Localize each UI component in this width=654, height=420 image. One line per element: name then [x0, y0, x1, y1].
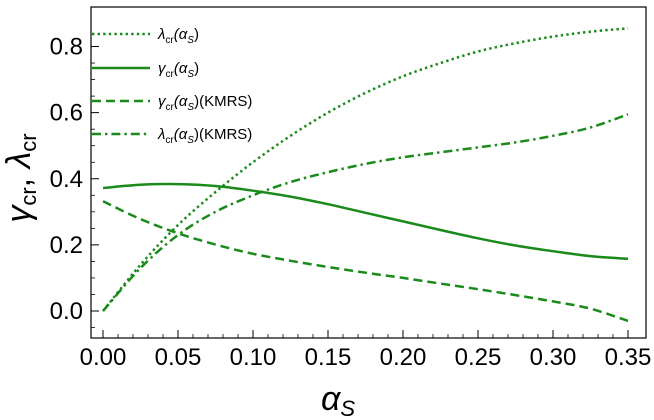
x-tick-label: 0.15 — [305, 344, 352, 371]
x-tick-label: 0.20 — [380, 344, 427, 371]
legend-label-3: γcr(αS)(KMRS) — [158, 93, 252, 113]
legend-label-4: λcr(αS)(KMRS) — [157, 126, 252, 146]
x-tick-label: 0.30 — [530, 344, 577, 371]
series-layer — [102, 27, 629, 323]
series-line-3 — [102, 200, 629, 323]
y-tick-label: 0.0 — [50, 298, 83, 325]
y-tick-label: 0.8 — [50, 34, 83, 61]
legend: λcr(αS) γcr(αS) γcr(αS)(KMRS) λcr(αS)(KMRS) — [92, 26, 252, 146]
x-axis-title: αS — [321, 380, 355, 420]
y-tick-label: 0.2 — [50, 232, 83, 259]
y-tick-label: 0.4 — [50, 166, 83, 193]
x-axis-ticks: 0.00 0.05 0.10 0.15 0.20 0.25 0.30 0.35 — [80, 330, 652, 371]
series-line-1 — [102, 27, 629, 312]
x-tick-label: 0.00 — [80, 344, 127, 371]
y-axis-title: γcr, λcr — [0, 133, 41, 222]
y-tick-label: 0.6 — [50, 100, 83, 127]
x-tick-label: 0.10 — [230, 344, 277, 371]
x-tick-label: 0.05 — [155, 344, 202, 371]
y-axis-ticks: 0.0 0.2 0.4 0.6 0.8 — [50, 34, 99, 328]
series-line-2 — [102, 182, 629, 261]
plot-frame — [90, 6, 647, 339]
x-tick-label: 0.25 — [455, 344, 502, 371]
series-line-4 — [102, 113, 629, 312]
legend-label-2: γcr(αS) — [158, 60, 199, 80]
legend-label-1: λcr(αS) — [157, 26, 199, 46]
x-tick-label: 0.35 — [605, 344, 652, 371]
